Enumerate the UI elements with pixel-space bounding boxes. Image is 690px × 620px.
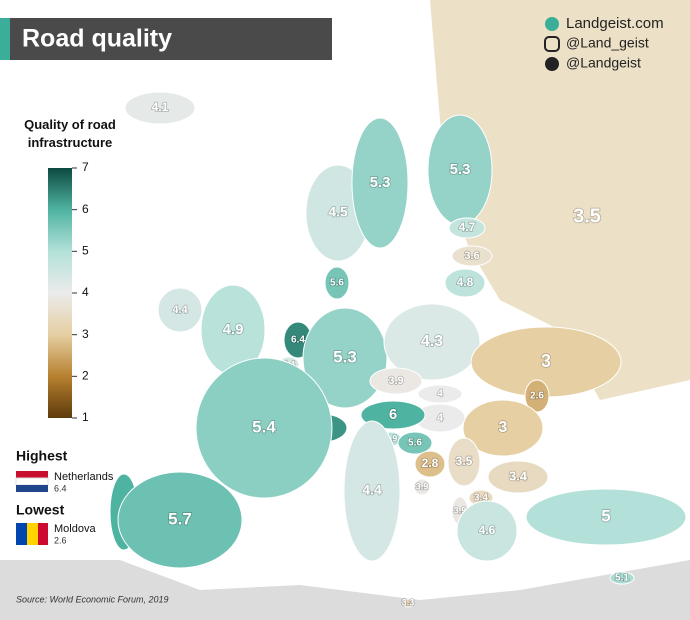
lowest-country: Moldova <box>54 523 96 535</box>
country-value: 4.7 <box>459 220 476 234</box>
legend-title: Quality of road infrastructure <box>24 117 116 150</box>
flag-nl-blue <box>16 485 48 492</box>
country <box>609 571 635 585</box>
country <box>117 471 243 569</box>
brand-instagram: @Land_geist <box>566 35 649 51</box>
russia-land <box>430 0 690 400</box>
country <box>124 91 196 125</box>
country-value: 5 <box>601 506 610 525</box>
legend-ticks: 1 2 3 4 5 6 7 <box>72 160 89 424</box>
country-value: 5.6 <box>330 278 344 289</box>
country-value: 4 <box>437 389 443 400</box>
country-value: 3.5 <box>573 205 601 227</box>
country <box>524 379 550 413</box>
country-value: 6.4 <box>291 335 305 346</box>
country-value: 2.8 <box>422 456 439 470</box>
country-value: 5.7 <box>168 509 192 528</box>
country <box>369 367 423 395</box>
country <box>444 268 486 298</box>
legend-tick-label: 3 <box>82 327 89 341</box>
country-value: 4.6 <box>479 523 496 537</box>
source: Source: World Economic Forum, 2019 <box>16 594 169 604</box>
country-value: 5.6 <box>408 438 422 449</box>
legend-tick-label: 5 <box>82 244 89 258</box>
flag-nl-red <box>16 471 48 478</box>
country <box>383 303 481 381</box>
africa-land <box>0 560 690 620</box>
country-value: 4.3 <box>421 333 443 350</box>
brand-twitter: @Landgeist <box>566 55 641 71</box>
country <box>462 399 544 457</box>
country <box>195 357 333 499</box>
country <box>414 450 446 478</box>
legend-tick-label: 1 <box>82 410 89 424</box>
highest-country: Netherlands <box>54 471 114 483</box>
country <box>447 437 481 487</box>
legend-bar <box>48 168 72 418</box>
country-value: 5.3 <box>333 347 357 366</box>
country <box>302 307 388 409</box>
country-value: 3.3 <box>402 597 415 607</box>
country-value: 4.1 <box>152 100 169 114</box>
country <box>397 431 433 455</box>
country <box>448 217 486 239</box>
country <box>525 488 687 546</box>
title: Road quality <box>22 25 172 53</box>
country <box>157 287 203 333</box>
country-value: 3.5 <box>456 454 473 468</box>
country-value: 4.5 <box>328 204 348 220</box>
country-value: 4 <box>437 412 444 424</box>
country-value: 3 <box>541 351 551 371</box>
title-banner <box>0 18 332 60</box>
brand-web: Landgeist.com <box>566 15 664 32</box>
legend-tick-label: 4 <box>82 285 89 299</box>
regions: 4.1 4.5 5.3 5.3 3.5 4.7 3.6 4.8 5.6 4.4 4.9 6.4 4.4 5… <box>109 91 687 608</box>
highest-value: 6.4 <box>54 483 67 493</box>
country <box>451 245 493 267</box>
legend-tick-label: 7 <box>82 160 89 174</box>
legend-title-box: Quality of road infrastructure <box>24 117 116 150</box>
country-value: 3.9 <box>454 505 467 515</box>
country-value: 3.9 <box>416 481 429 491</box>
country-value: 3 <box>499 419 508 436</box>
country-value: 4.4 <box>172 304 188 316</box>
country-value: 5.3 <box>370 174 391 191</box>
legend-tick-label: 2 <box>82 369 89 383</box>
country-value: 6 <box>389 406 397 423</box>
title-accent <box>0 18 10 60</box>
country-value: 4.9 <box>223 321 244 338</box>
country <box>417 384 463 404</box>
flag-md-red <box>38 523 48 545</box>
country <box>343 420 401 562</box>
highest-label: Highest <box>16 448 68 464</box>
legend-tick-label: 6 <box>82 202 89 216</box>
flag-nl-white <box>15 477 49 486</box>
lowest-label: Lowest <box>16 502 65 518</box>
flag-md-yellow <box>27 523 38 545</box>
country <box>324 266 350 300</box>
country-value: 4.4 <box>362 482 382 498</box>
country <box>351 117 409 249</box>
country <box>402 598 414 608</box>
country <box>413 478 431 496</box>
country-value: 3.9 <box>388 375 403 387</box>
twitter-icon <box>545 57 559 71</box>
country-value: 3.6 <box>464 250 479 262</box>
instagram-icon <box>544 36 560 52</box>
lowest-value: 2.6 <box>54 535 67 545</box>
flag-md-blue <box>16 523 27 545</box>
country-value: 3.4 <box>509 468 528 483</box>
country-value: 5.3 <box>450 161 471 178</box>
country-value: 4.8 <box>457 275 474 289</box>
country-value: 2.6 <box>530 391 544 402</box>
web-icon <box>545 17 559 31</box>
country-value: 5.1 <box>615 573 629 584</box>
country <box>487 460 549 494</box>
country <box>456 500 518 562</box>
country-value: 5.4 <box>252 417 276 436</box>
